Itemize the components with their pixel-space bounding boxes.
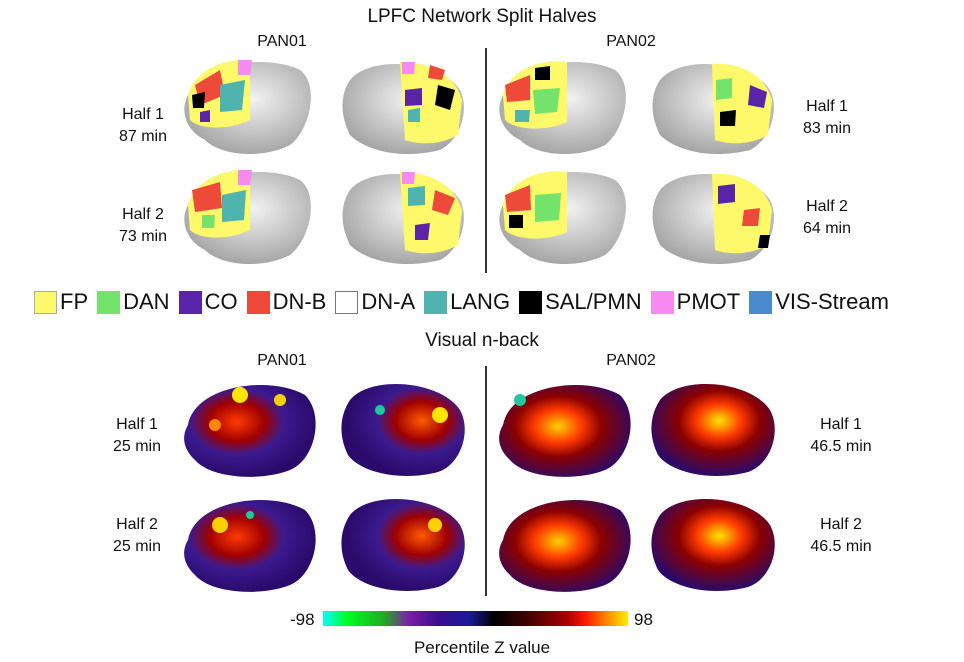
half-duration: 25 min	[112, 438, 162, 455]
legend-label: CO	[204, 289, 238, 314]
swatch-dnb	[246, 290, 270, 314]
half-duration: 46.5 min	[810, 538, 872, 555]
pan02-top-half1-label: Half 1 83 min	[782, 96, 872, 140]
swatch-sal-pmn	[519, 290, 543, 314]
half-name: Half 2	[806, 198, 848, 215]
legend-label: FP	[60, 289, 89, 314]
legend-item-lang: LANG	[424, 289, 510, 315]
top-divider	[485, 48, 487, 273]
nback-brain-grid-pan01	[184, 383, 465, 592]
brain-right-activation	[651, 383, 775, 476]
subject-label-pan01-bottom: PAN01	[257, 352, 307, 369]
legend-label: DN-A	[361, 289, 416, 314]
legend-item-pmot: PMOT	[650, 289, 741, 315]
colorbar-max-label: 98	[634, 610, 653, 629]
swatch-fp	[34, 290, 57, 314]
legend-label: DN-B	[272, 289, 327, 314]
brain-right-lateral-half2	[342, 172, 464, 265]
brain-left-activation-half2	[499, 500, 631, 592]
half-duration: 46.5 min	[810, 438, 872, 455]
legend-label: VIS-Stream	[775, 289, 889, 314]
legend-label: SAL/PMN	[545, 289, 642, 314]
colorbar-min-label: -98	[290, 610, 315, 629]
brain-right-lateral	[342, 62, 464, 155]
network-legend: FP DAN CO DN-B DN-A LANG SAL/PMN PMOT VI…	[34, 289, 898, 315]
brain-right-activation-half2	[651, 498, 775, 591]
legend-label: LANG	[450, 289, 511, 314]
brain-left-lateral	[499, 61, 626, 155]
brain-left-activation	[184, 385, 316, 477]
legend-label: PMOT	[676, 289, 741, 314]
legend-item-dnb: DN-B	[246, 289, 327, 315]
nback-brain-grid-pan02	[499, 383, 775, 592]
brain-left-lateral	[184, 59, 311, 155]
half-duration: 87 min	[118, 128, 168, 145]
half-name: Half 2	[122, 206, 164, 223]
legend-item-dna: DN-A	[335, 289, 415, 315]
half-duration: 25 min	[112, 538, 162, 555]
colorbar	[323, 611, 628, 626]
colorbar-title: Percentile Z value	[413, 638, 551, 657]
half-name: Half 1	[122, 106, 164, 123]
subject-label-pan02-bottom: PAN02	[606, 352, 656, 369]
pan01-bottom-half2-label: Half 2 25 min	[92, 514, 182, 558]
brain-right-activation-half2	[341, 498, 465, 591]
swatch-pmot	[650, 290, 674, 314]
pan02-bottom-half1-label: Half 1 46.5 min	[796, 414, 886, 458]
half-name: Half 2	[820, 516, 862, 533]
swatch-co	[178, 290, 202, 314]
visual-nback-title: Visual n-back	[425, 330, 539, 351]
swatch-dna	[335, 290, 359, 314]
brain-right-activation	[341, 383, 465, 476]
half-duration: 83 min	[802, 120, 852, 137]
legend-item-dan: DAN	[97, 289, 170, 315]
network-brain-grid-pan01	[184, 59, 464, 265]
subject-label-pan02-top: PAN02	[606, 33, 656, 50]
swatch-lang	[424, 290, 448, 314]
half-duration: 73 min	[118, 228, 168, 245]
half-name: Half 1	[116, 416, 158, 433]
legend-item-vis-stream: VIS-Stream	[749, 289, 889, 315]
pan01-top-half1-label: Half 1 87 min	[98, 104, 188, 148]
brain-left-activation-half2	[184, 500, 316, 592]
subject-label-pan01-top: PAN01	[257, 33, 307, 50]
half-duration: 64 min	[802, 220, 852, 237]
brain-right-lateral-half2	[652, 173, 774, 265]
pan02-bottom-half2-label: Half 2 46.5 min	[796, 514, 886, 558]
brain-left-lateral-half2	[184, 169, 311, 265]
half-name: Half 2	[116, 516, 158, 533]
brain-left-lateral-half2	[499, 171, 626, 265]
network-split-title: LPFC Network Split Halves	[367, 6, 597, 27]
brain-right-lateral	[652, 63, 774, 155]
legend-item-sal-pmn: SAL/PMN	[519, 289, 642, 315]
pan01-bottom-half1-label: Half 1 25 min	[92, 414, 182, 458]
legend-label: DAN	[123, 289, 170, 314]
half-name: Half 1	[806, 98, 848, 115]
pan01-top-half2-label: Half 2 73 min	[98, 204, 188, 248]
swatch-vis-stream	[749, 290, 773, 314]
pan02-top-half2-label: Half 2 64 min	[782, 196, 872, 240]
swatch-dan	[97, 290, 121, 314]
legend-item-fp: FP	[34, 289, 88, 315]
network-brain-grid-pan02	[499, 61, 774, 265]
legend-item-co: CO	[178, 289, 238, 315]
brain-left-activation	[499, 385, 631, 477]
bottom-divider	[485, 366, 487, 596]
half-name: Half 1	[820, 416, 862, 433]
